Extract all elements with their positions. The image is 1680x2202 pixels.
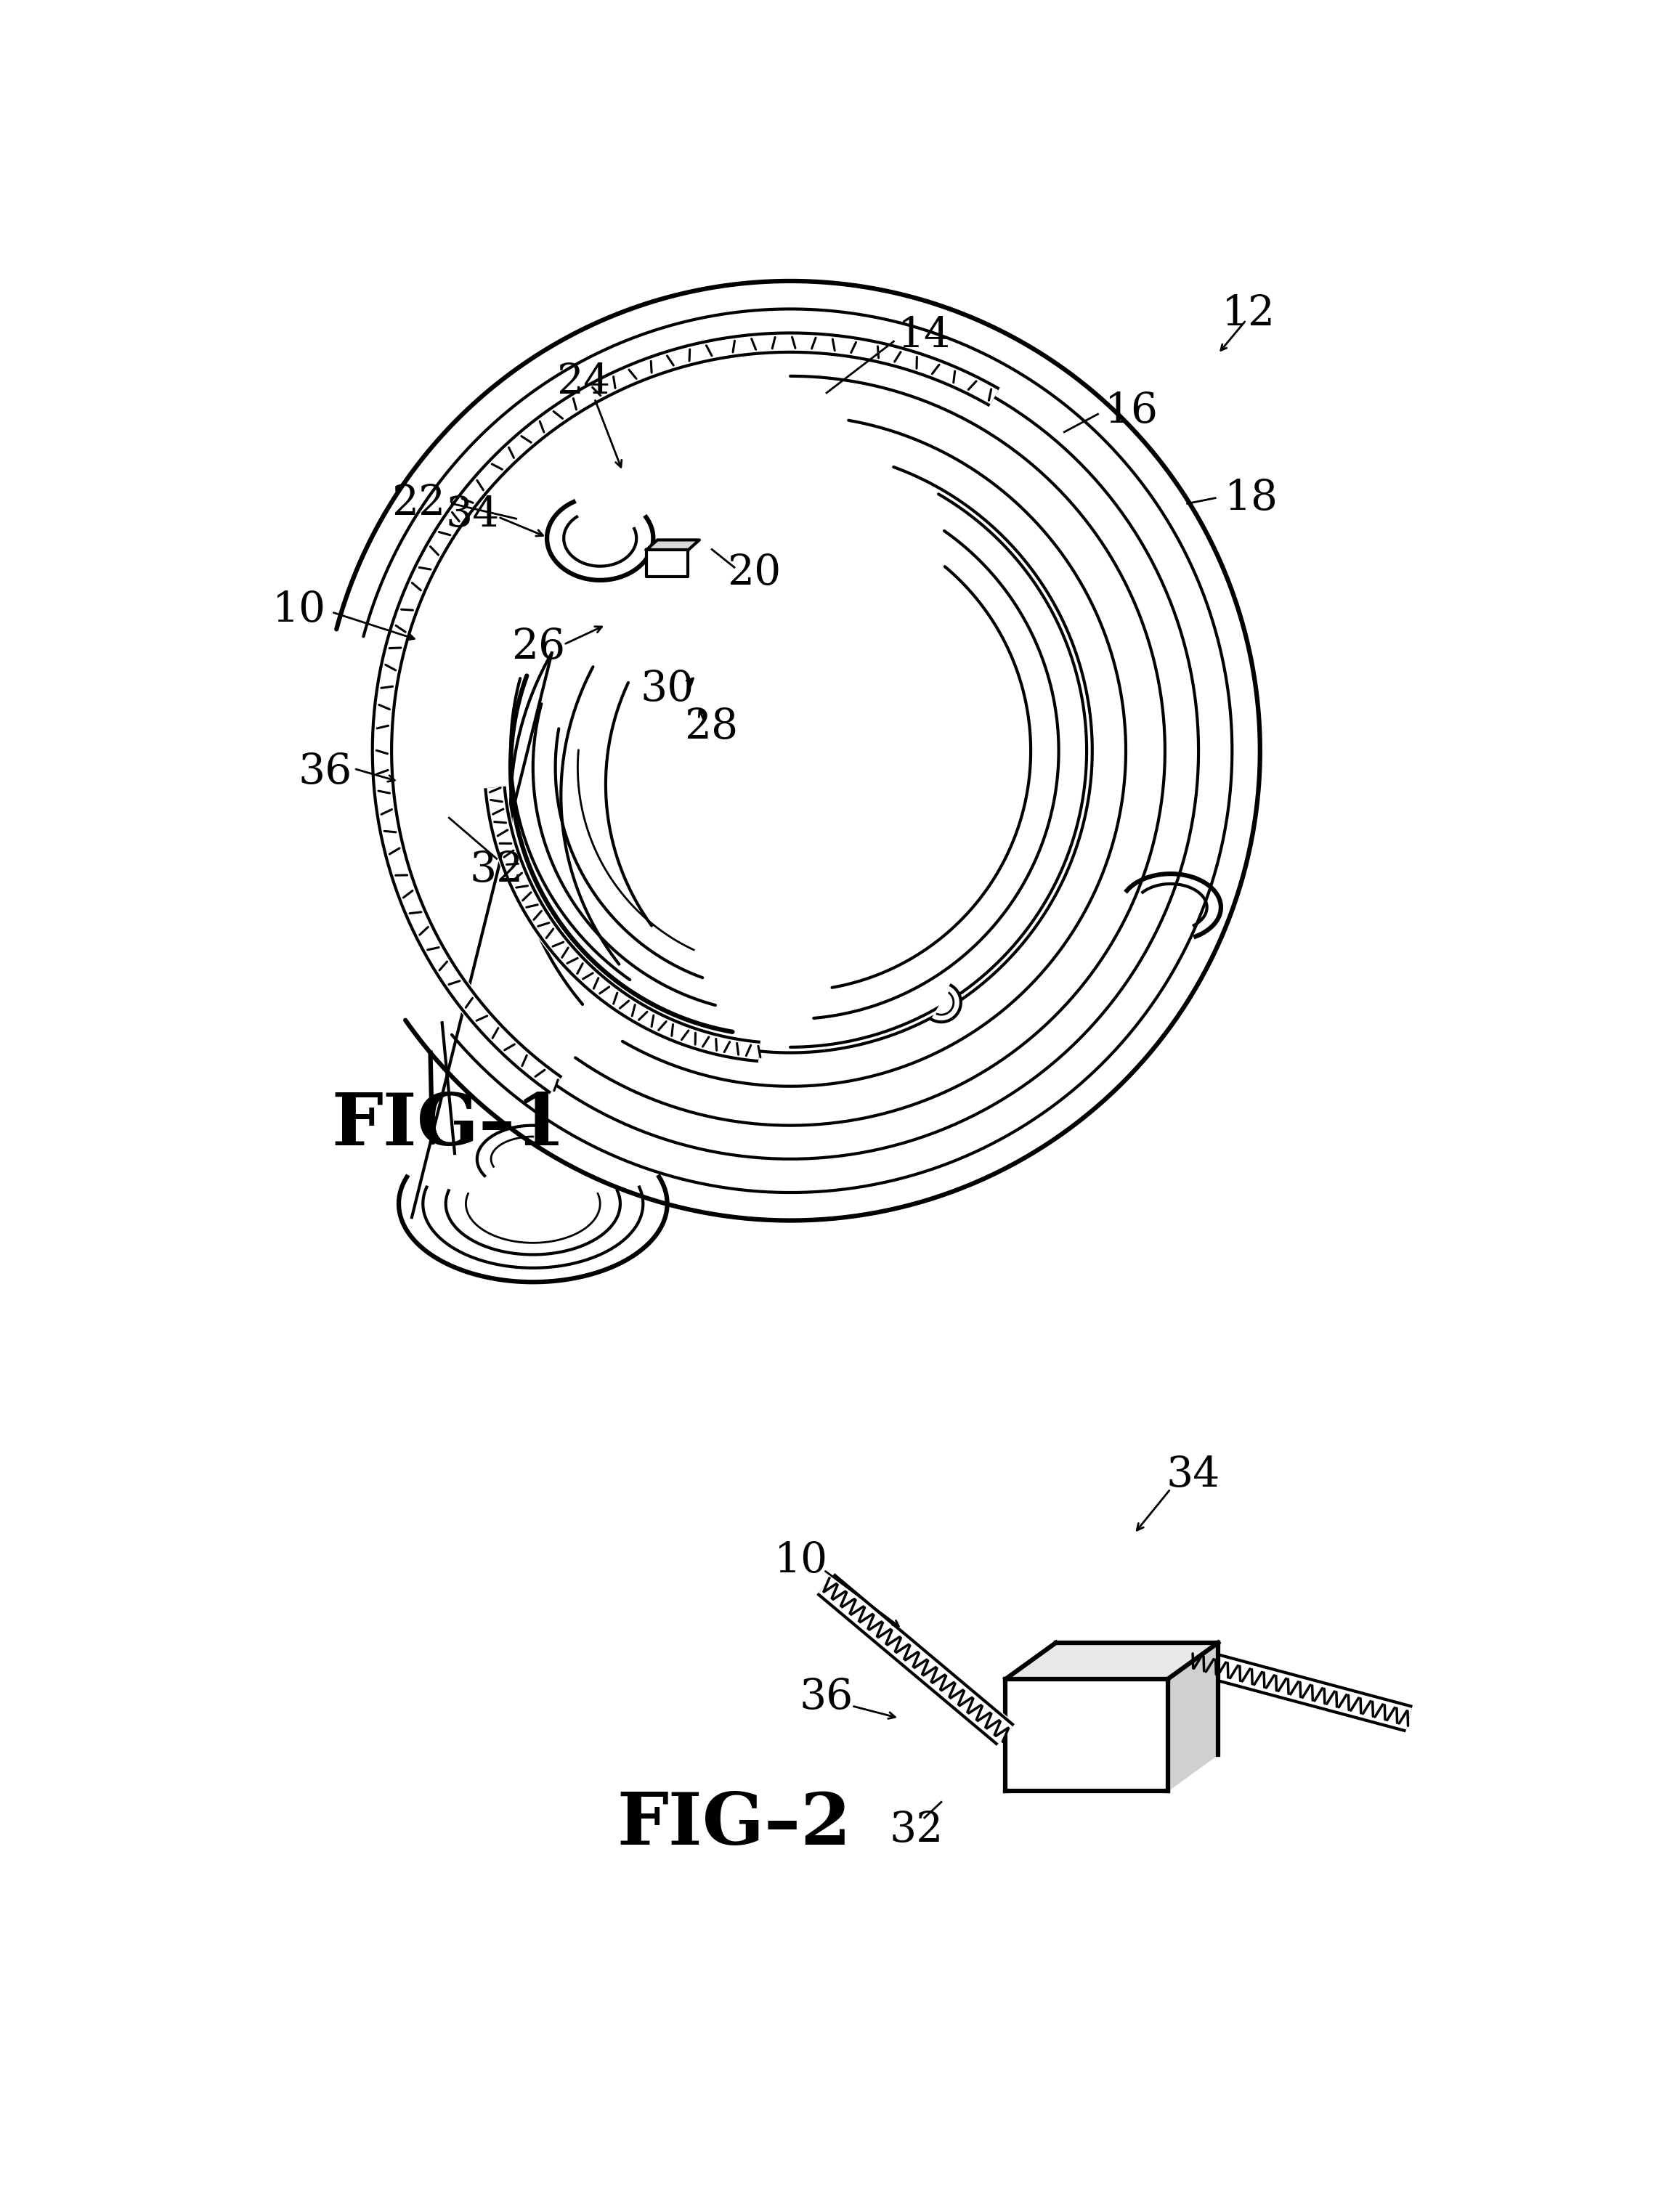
Text: 36: 36 [800,1676,853,1718]
Polygon shape [398,1176,667,1282]
Text: 10: 10 [774,1539,828,1581]
Polygon shape [647,539,699,550]
Text: 16: 16 [1104,390,1158,432]
Polygon shape [1006,1643,1218,1680]
Text: 34: 34 [1166,1456,1220,1495]
Text: 32: 32 [889,1810,942,1850]
Text: 30: 30 [640,669,694,709]
Text: 10: 10 [272,590,326,630]
Polygon shape [647,550,689,577]
Text: 26: 26 [512,628,566,667]
Text: 34: 34 [445,495,499,535]
Text: 24: 24 [556,361,610,403]
Polygon shape [1006,1680,1168,1790]
Text: 36: 36 [297,751,351,793]
Text: 20: 20 [727,553,781,592]
Text: FIG–1: FIG–1 [331,1090,566,1160]
Polygon shape [1168,1643,1218,1790]
Text: 32: 32 [470,850,524,890]
Text: 22: 22 [391,482,445,524]
Text: 14: 14 [897,315,951,357]
Text: 18: 18 [1225,478,1278,517]
Text: 28: 28 [684,707,738,749]
Polygon shape [931,986,961,1022]
Text: 12: 12 [1221,293,1275,335]
Text: FIG–2: FIG–2 [617,1790,852,1861]
